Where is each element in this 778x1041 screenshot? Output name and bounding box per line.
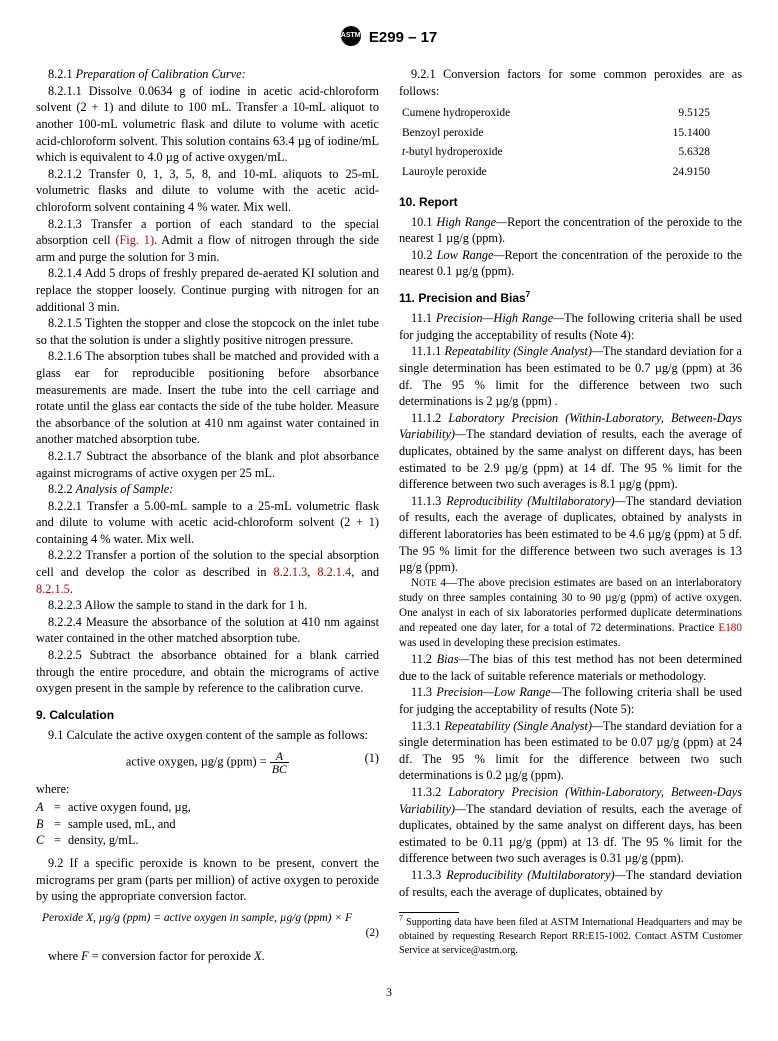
para-8-2-1-3: 8.2.1.3 Transfer a portion of each stand… bbox=[36, 216, 379, 266]
para-10-1: 10.1 High Range—Report the concentration… bbox=[399, 214, 742, 247]
para-11-3-2: 11.3.2 Laboratory Precision (Within-Labo… bbox=[399, 784, 742, 867]
para-11-1-1: 11.1.1 Repeatability (Single Analyst)—Th… bbox=[399, 343, 742, 409]
astm-logo-icon: ASTM bbox=[341, 26, 361, 46]
para-8-2-2: 8.2.2 Analysis of Sample: bbox=[36, 481, 379, 498]
footnote-7: 7 Supporting data have been filed at AST… bbox=[399, 916, 742, 957]
para-10-2: 10.2 Low Range—Report the concentration … bbox=[399, 247, 742, 280]
para-11-1: 11.1 Precision—High Range—The following … bbox=[399, 310, 742, 343]
section-11-title: 11. Precision and Bias7 bbox=[399, 290, 742, 306]
para-8-2-2-4: 8.2.2.4 Measure the absorbance of the so… bbox=[36, 614, 379, 647]
para-8-2-2-1: 8.2.2.1 Transfer a 5.00-mL sample to a 2… bbox=[36, 498, 379, 548]
fig-1-ref[interactable]: (Fig. 1) bbox=[115, 233, 154, 247]
para-8-2-2-5: 8.2.2.5 Subtract the absorbance obtained… bbox=[36, 647, 379, 697]
equation-1: active oxygen, µg/g (ppm) = ABC (1) bbox=[36, 750, 379, 775]
page-header: ASTM E299 – 17 bbox=[36, 28, 742, 48]
para-8-2-2-3: 8.2.2.3 Allow the sample to stand in the… bbox=[36, 597, 379, 614]
para-8-2-1-4: 8.2.1.4 Add 5 drops of freshly prepared … bbox=[36, 265, 379, 315]
para-8-2-1: 8.2.1 Preparation of Calibration Curve: bbox=[36, 66, 379, 83]
conversion-factor-table: Cumene hydroperoxide9.5125 Benzoyl perox… bbox=[399, 103, 742, 183]
section-10-title: 10. Report bbox=[399, 194, 742, 210]
where-label: where: bbox=[36, 781, 379, 798]
equation-2: Peroxide X, µg/g (ppm) = active oxygen i… bbox=[36, 911, 379, 942]
para-11-3-1: 11.3.1 Repeatability (Single Analyst)—Th… bbox=[399, 718, 742, 784]
para-9-1: 9.1 Calculate the active oxygen content … bbox=[36, 727, 379, 744]
para-9-2-1: 9.2.1 Conversion factors for some common… bbox=[399, 66, 742, 99]
para-11-3: 11.3 Precision—Low Range—The following c… bbox=[399, 684, 742, 717]
section-9-title: 9. Calculation bbox=[36, 707, 379, 723]
para-9-2: 9.2 If a specific peroxide is known to b… bbox=[36, 855, 379, 905]
para-11-1-3: 11.1.3 Reproducibility (Multilaboratory)… bbox=[399, 493, 742, 576]
para-11-2: 11.2 Bias—The bias of this test method h… bbox=[399, 651, 742, 684]
para-8-2-1-6: 8.2.1.6 The absorption tubes shall be ma… bbox=[36, 348, 379, 448]
para-8-2-1-2: 8.2.1.2 Transfer 0, 1, 3, 5, 8, and 10-m… bbox=[36, 166, 379, 216]
para-8-2-1-5: 8.2.1.5 Tighten the stopper and close th… bbox=[36, 315, 379, 348]
para-11-1-2: 11.1.2 Laboratory Precision (Within-Labo… bbox=[399, 410, 742, 493]
where-list: A=active oxygen found, µg, B=sample used… bbox=[36, 799, 379, 849]
para-8-2-1-7: 8.2.1.7 Subtract the absorbance of the b… bbox=[36, 448, 379, 481]
designation: E299 – 17 bbox=[369, 29, 437, 46]
para-11-3-3: 11.3.3 Reproducibility (Multilaboratory)… bbox=[399, 867, 742, 900]
where-f: where F = conversion factor for peroxide… bbox=[36, 948, 379, 965]
page-number: 3 bbox=[36, 984, 742, 1000]
para-8-2-2-2: 8.2.2.2 Transfer a portion of the soluti… bbox=[36, 547, 379, 597]
footnote-rule bbox=[399, 912, 459, 913]
note-4: NOTE 4—The above precision estimates are… bbox=[399, 576, 742, 652]
para-8-2-1-1: 8.2.1.1 Dissolve 0.0634 g of iodine in a… bbox=[36, 83, 379, 166]
